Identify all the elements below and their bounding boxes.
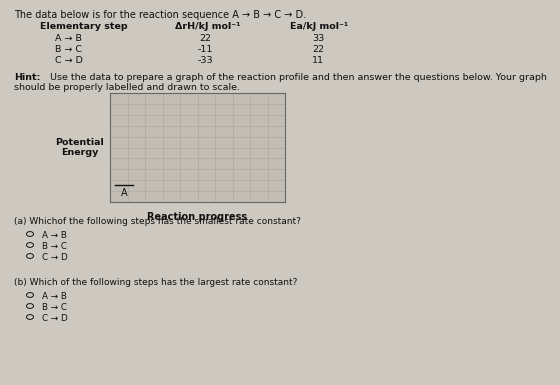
Text: (b) Which of the following steps has the largest rate constant?: (b) Which of the following steps has the… <box>14 278 297 287</box>
Text: B → C: B → C <box>55 45 82 54</box>
Text: Ea/kJ mol⁻¹: Ea/kJ mol⁻¹ <box>290 22 348 31</box>
Text: ΔrH/kJ mol⁻¹: ΔrH/kJ mol⁻¹ <box>175 22 240 31</box>
Text: Reaction progress: Reaction progress <box>147 212 248 222</box>
Text: B → C: B → C <box>42 242 67 251</box>
Text: A → B: A → B <box>55 34 82 43</box>
Text: -33: -33 <box>197 56 213 65</box>
Text: Hint:: Hint: <box>14 73 40 82</box>
Text: 11: 11 <box>312 56 324 65</box>
Text: Use the data to prepare a graph of the reaction profile and then answer the ques: Use the data to prepare a graph of the r… <box>44 73 547 82</box>
Text: should be properly labelled and drawn to scale.: should be properly labelled and drawn to… <box>14 83 240 92</box>
Text: 22: 22 <box>199 34 211 43</box>
Text: The data below is for the reaction sequence A → B → C → D.: The data below is for the reaction seque… <box>14 10 306 20</box>
Text: A → B: A → B <box>42 231 67 240</box>
Text: Elementary step: Elementary step <box>40 22 128 31</box>
Text: A → B: A → B <box>42 292 67 301</box>
Text: B → C: B → C <box>42 303 67 312</box>
Text: 33: 33 <box>312 34 324 43</box>
Text: 22: 22 <box>312 45 324 54</box>
Text: C → D: C → D <box>42 253 68 262</box>
Text: A: A <box>121 188 127 198</box>
Text: (a) Whichof the following steps has the smallest rate constant?: (a) Whichof the following steps has the … <box>14 217 301 226</box>
Text: C → D: C → D <box>55 56 83 65</box>
Text: Potential
Energy: Potential Energy <box>55 138 104 157</box>
Text: -11: -11 <box>197 45 213 54</box>
Text: C → D: C → D <box>42 314 68 323</box>
